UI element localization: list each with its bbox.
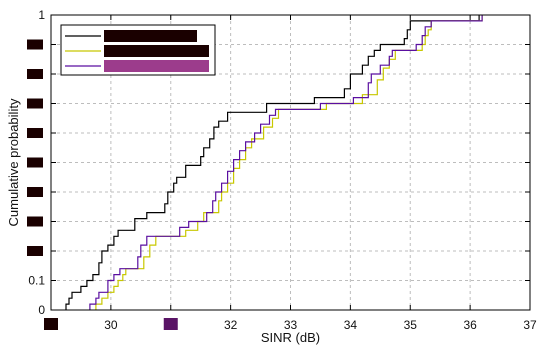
x-axis-ticks: 30 32 33 34 35 36 37 <box>44 15 537 332</box>
x-tick-label: 33 <box>284 318 298 332</box>
y-tick-label: 0 <box>38 303 45 317</box>
y-tick-label-redacted <box>27 39 43 50</box>
legend <box>60 24 216 76</box>
x-axis-label: SINR (dB) <box>261 330 320 345</box>
x-tick-label: 30 <box>104 318 118 332</box>
legend-label-redacted-1 <box>104 30 197 42</box>
x-tick-label: 36 <box>463 318 477 332</box>
y-tick-label-redacted <box>27 246 43 256</box>
legend-label-redacted-3 <box>104 60 209 72</box>
y-tick-label-redacted <box>27 128 43 138</box>
x-tick-label: 32 <box>224 318 238 332</box>
y-tick-label-redacted <box>27 216 43 227</box>
x-tick-label: 35 <box>404 318 418 332</box>
x-tick-label-redacted <box>163 318 178 330</box>
series-line-2 <box>95 15 483 310</box>
y-axis-ticks: 00.11 <box>27 8 530 317</box>
y-tick-label: 0.1 <box>28 274 45 288</box>
series-line-1 <box>65 15 480 310</box>
y-tick-label: 1 <box>38 8 45 22</box>
y-axis-label: Cumulative probability <box>6 98 21 226</box>
x-tick-label: 34 <box>344 318 358 332</box>
y-tick-label-redacted <box>27 187 43 197</box>
series-line-3 <box>89 15 483 310</box>
y-tick-label-redacted <box>27 69 43 79</box>
y-tick-label-redacted <box>27 98 43 109</box>
x-tick-label-redacted <box>44 318 58 330</box>
series-layer <box>65 15 483 310</box>
legend-label-redacted-2 <box>104 45 209 57</box>
y-tick-label-redacted <box>27 157 43 168</box>
x-tick-label: 37 <box>523 318 537 332</box>
